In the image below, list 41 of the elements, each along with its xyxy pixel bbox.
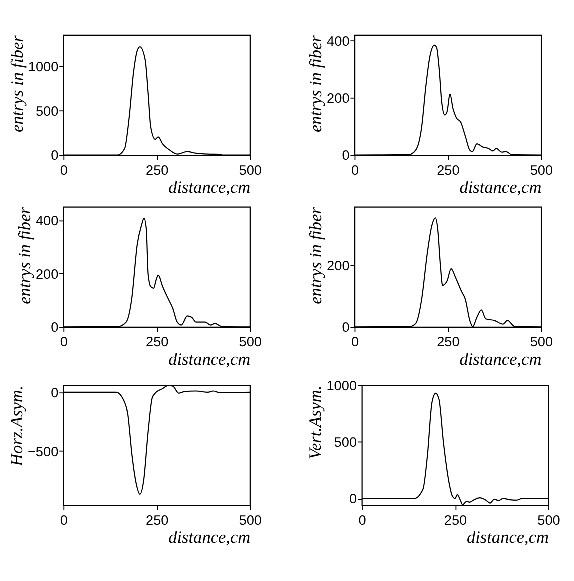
y-axis-title: entrys in fiber bbox=[8, 35, 27, 132]
x-tick-label: 500 bbox=[530, 334, 554, 350]
y-axis-title: Horz.Asym. bbox=[7, 386, 26, 468]
y-tick-label: 0 bbox=[51, 148, 60, 164]
y-axis-title: entrys in fiber bbox=[306, 35, 326, 132]
y-tick-label: 500 bbox=[334, 435, 358, 450]
x-tick-label: 250 bbox=[444, 513, 468, 528]
y-tick-label: 1000 bbox=[28, 59, 60, 74]
x-tick-label: 250 bbox=[437, 334, 460, 350]
y-tick-label: 0 bbox=[342, 320, 350, 336]
x-axis-title: distance,cm bbox=[168, 178, 251, 197]
y-tick-label: 0 bbox=[342, 148, 350, 164]
x-axis-title: distance,cm bbox=[460, 350, 542, 369]
y-axis-title: entrys in fiber bbox=[306, 207, 326, 304]
y-tick-label: 0 bbox=[51, 320, 60, 336]
x-axis-title: distance,cm bbox=[168, 350, 251, 369]
y-tick-label: 400 bbox=[327, 34, 350, 49]
y-tick-label: 0 bbox=[349, 492, 358, 507]
x-tick-label: 250 bbox=[146, 334, 170, 350]
y-tick-label: 500 bbox=[36, 104, 60, 119]
y-axis-title: Vert.Asym. bbox=[306, 386, 326, 460]
y-tick-label: 400 bbox=[36, 213, 60, 228]
x-tick-label: 500 bbox=[538, 513, 561, 528]
y-tick-label: 200 bbox=[327, 91, 350, 106]
x-tick-label: 500 bbox=[530, 162, 554, 178]
x-tick-label: 250 bbox=[146, 162, 170, 178]
y-tick-label: 200 bbox=[36, 266, 60, 282]
x-tick-label: 500 bbox=[239, 334, 262, 350]
x-axis-title: distance,cm bbox=[460, 178, 542, 197]
x-tick-label: 250 bbox=[437, 162, 460, 178]
y-tick-label: 0 bbox=[51, 385, 60, 400]
x-axis-title: distance,cm bbox=[168, 528, 251, 548]
x-tick-label: 500 bbox=[239, 162, 262, 178]
y-tick-label: 1000 bbox=[326, 378, 358, 394]
y-tick-label: −500 bbox=[28, 444, 60, 460]
x-tick-label: 250 bbox=[146, 513, 170, 528]
y-axis-title: entrys in fiber bbox=[15, 207, 34, 304]
y-tick-label: 200 bbox=[327, 258, 350, 274]
x-tick-label: 500 bbox=[239, 513, 262, 528]
x-axis-title: distance,cm bbox=[466, 528, 549, 548]
x-tick-label: 0 bbox=[358, 513, 367, 528]
